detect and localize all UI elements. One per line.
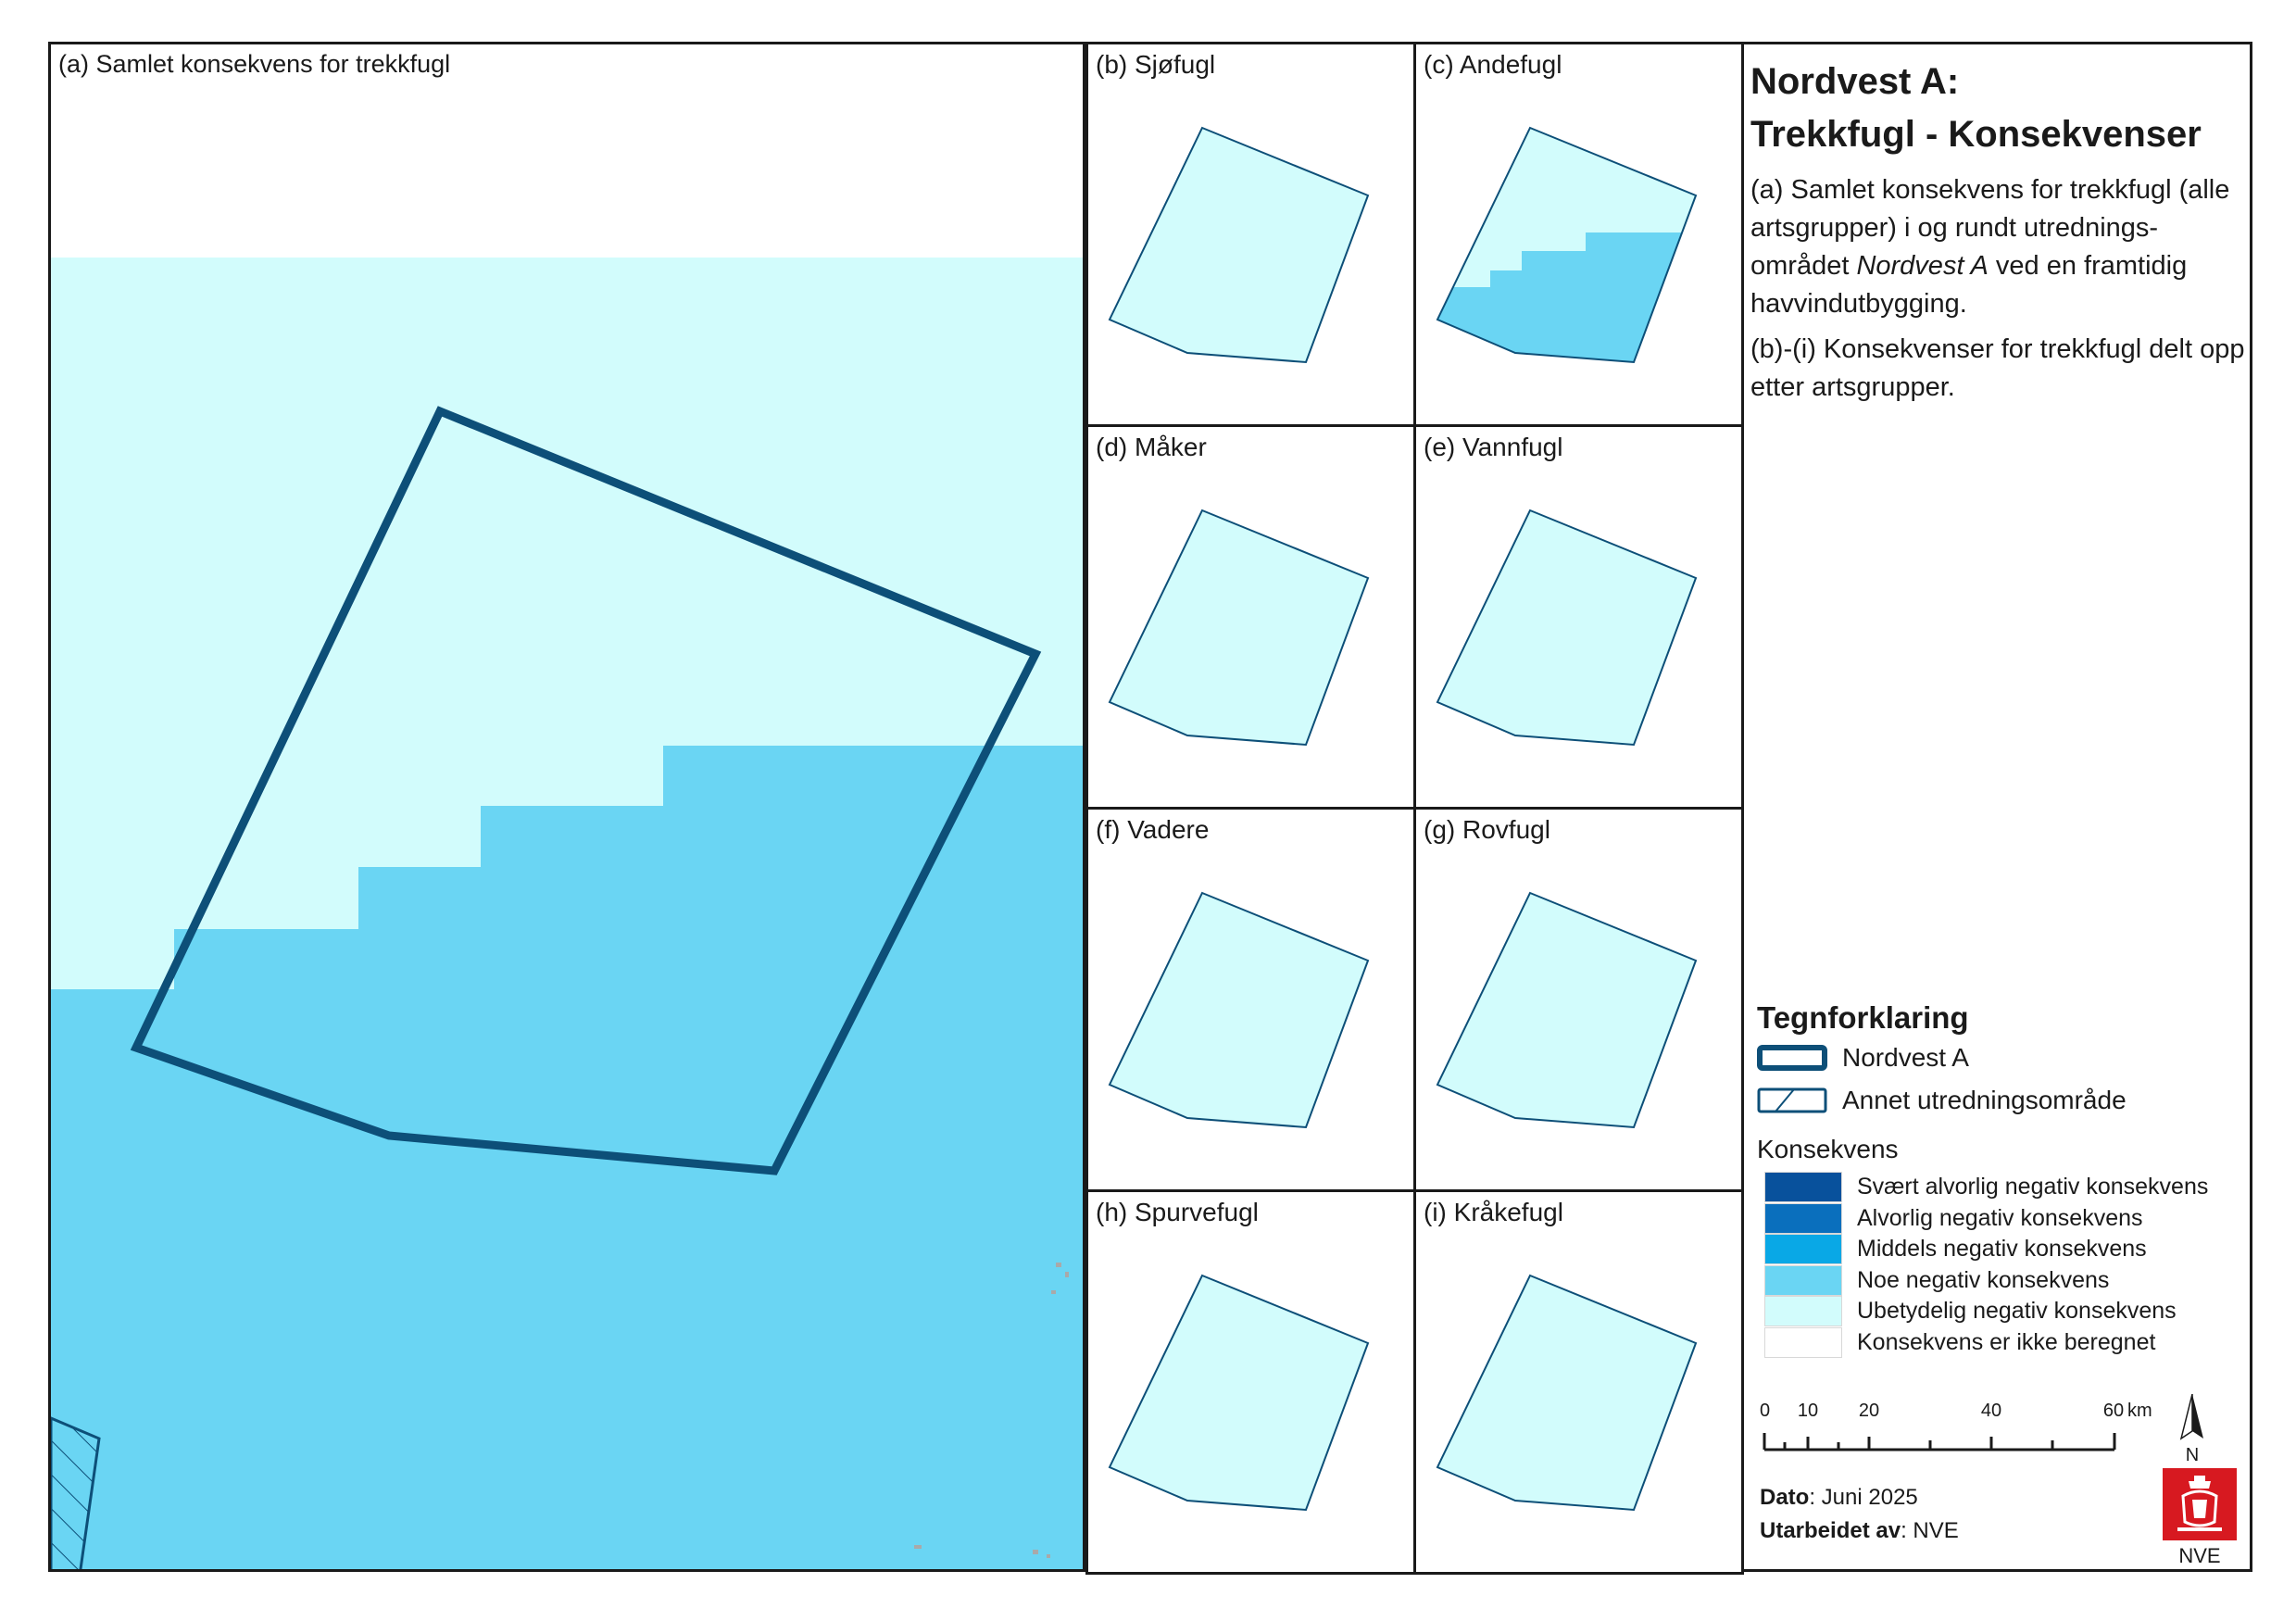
- legend-class-label: Noe negativ konsekvens: [1857, 1266, 2110, 1293]
- nordvest-a-outline: [130, 406, 1042, 1175]
- main-map-svg: [51, 258, 1083, 1569]
- panel-g: (g) Rovfugl: [1413, 807, 1744, 1192]
- legend-item-nordvest-a: Nordvest A: [1757, 1042, 1969, 1074]
- legend-class-label: Svært alvorlig negativ konsekvens: [1857, 1174, 2209, 1200]
- outline-icon: [1757, 1045, 1827, 1071]
- panel-title: (c) Andefugl: [1424, 50, 1562, 79]
- description-a: (a) Samlet konsekvens for trekkfugl (all…: [1750, 175, 2230, 319]
- color-swatch: [1764, 1296, 1842, 1326]
- legend-class-row: Noe negativ konsekvens: [1764, 1264, 2110, 1296]
- panel-map-svg: [1436, 126, 1698, 364]
- panel-i: (i) Kråkefugl: [1413, 1189, 1744, 1575]
- panel-map-svg: [1108, 1274, 1370, 1512]
- hatched-outline-icon: [1757, 1087, 1827, 1113]
- panel-map-svg: [1108, 891, 1370, 1129]
- legend-title: Tegnforklaring: [1757, 1000, 1969, 1035]
- panel-title: (f) Vadere: [1096, 815, 1210, 844]
- page-title: Nordvest A: Trekkfugl - Konsekvenser: [1750, 56, 2202, 161]
- description-b: (b)-(i) Konsekvenser for trekkfugl delt …: [1750, 334, 2245, 402]
- legend-class-label: Alvorlig negativ konsekvens: [1857, 1204, 2143, 1231]
- north-label: N: [2186, 1445, 2199, 1465]
- scale-tick-label: 10: [1798, 1401, 1818, 1421]
- main-panel-title: (a) Samlet konsekvens for trekkfugl: [58, 50, 451, 78]
- main-map-panel: (a) Samlet konsekvens for trekkfugl: [48, 42, 1085, 1572]
- nve-lion-logo-icon: NVE: [2163, 1468, 2237, 1567]
- panel-map-svg: [1436, 509, 1698, 747]
- title-line-2: Trekkfugl - Konsekvenser: [1750, 114, 2202, 155]
- color-swatch: [1764, 1172, 1842, 1202]
- author-credit: Utarbeidet av: NVE: [1760, 1518, 1959, 1543]
- scale-tick-label: 40: [1981, 1401, 2001, 1421]
- islands: [914, 1263, 1069, 1558]
- legend-item-annet: Annet utredningsområde: [1757, 1085, 2127, 1116]
- side-panel: Nordvest A: Trekkfugl - Konsekvenser (a)…: [1741, 42, 2252, 1572]
- panel-title: (h) Spurvefugl: [1096, 1198, 1259, 1226]
- panel-title: (e) Vannfugl: [1424, 433, 1563, 461]
- legend-class-row: Ubetydelig negativ konsekvens: [1764, 1296, 2177, 1326]
- panel-h: (h) Spurvefugl: [1085, 1189, 1416, 1575]
- scale-unit: km: [2127, 1401, 2152, 1421]
- noe-negativ-area: [51, 746, 1083, 1569]
- scale-bar-svg: 0 10 20 40 60 km: [1760, 1393, 2203, 1465]
- panel-map-svg: [1108, 126, 1370, 364]
- north-arrow-icon: N: [2179, 1393, 2203, 1465]
- panel-title: (b) Sjøfugl: [1096, 50, 1216, 79]
- date-credit: Dato: Juni 2025: [1760, 1485, 1918, 1510]
- color-swatch: [1764, 1202, 1842, 1234]
- legend-class-row: Alvorlig negativ konsekvens: [1764, 1202, 2143, 1234]
- scale-tick-label: 60: [2103, 1401, 2124, 1421]
- panel-title: (g) Rovfugl: [1424, 815, 1550, 844]
- panel-e: (e) Vannfugl: [1413, 424, 1744, 810]
- color-swatch: [1764, 1326, 1842, 1358]
- scale-bar: 0 10 20 40 60 km: [1757, 1393, 2248, 1501]
- color-swatch: [1764, 1264, 1842, 1296]
- panel-map-svg: [1108, 509, 1370, 747]
- color-swatch: [1764, 1234, 1842, 1264]
- panel-title: (d) Måker: [1096, 433, 1207, 461]
- legend-class-label: Konsekvens er ikke beregnet: [1857, 1328, 2156, 1355]
- logo-text: NVE: [2178, 1544, 2220, 1567]
- legend-class-label: Ubetydelig negativ konsekvens: [1857, 1298, 2177, 1324]
- nve-logo: NVE: [2163, 1468, 2237, 1568]
- panel-title: (i) Kråkefugl: [1424, 1198, 1563, 1226]
- panel-map-svg: [1436, 1274, 1698, 1512]
- scale-tick-label: 20: [1859, 1401, 1879, 1421]
- legend-class-row: Svært alvorlig negativ konsekvens: [1764, 1172, 2208, 1202]
- panel-map-svg: [1436, 891, 1698, 1129]
- panel-d: (d) Måker: [1085, 424, 1416, 810]
- panel-b: (b) Sjøfugl: [1085, 42, 1416, 427]
- panel-f: (f) Vadere: [1085, 807, 1416, 1192]
- legend-class-label: Middels negativ konsekvens: [1857, 1236, 2147, 1262]
- legend-class-row: Middels negativ konsekvens: [1764, 1234, 2147, 1264]
- konsekvens-title: Konsekvens: [1757, 1135, 1899, 1163]
- legend-class-row: Konsekvens er ikke beregnet: [1764, 1326, 2156, 1358]
- scale-tick-label: 0: [1760, 1401, 1770, 1421]
- title-line-1: Nordvest A:: [1750, 61, 1960, 102]
- panel-c: (c) Andefugl: [1413, 42, 1744, 427]
- annet-utredningsomrade: [51, 1416, 101, 1569]
